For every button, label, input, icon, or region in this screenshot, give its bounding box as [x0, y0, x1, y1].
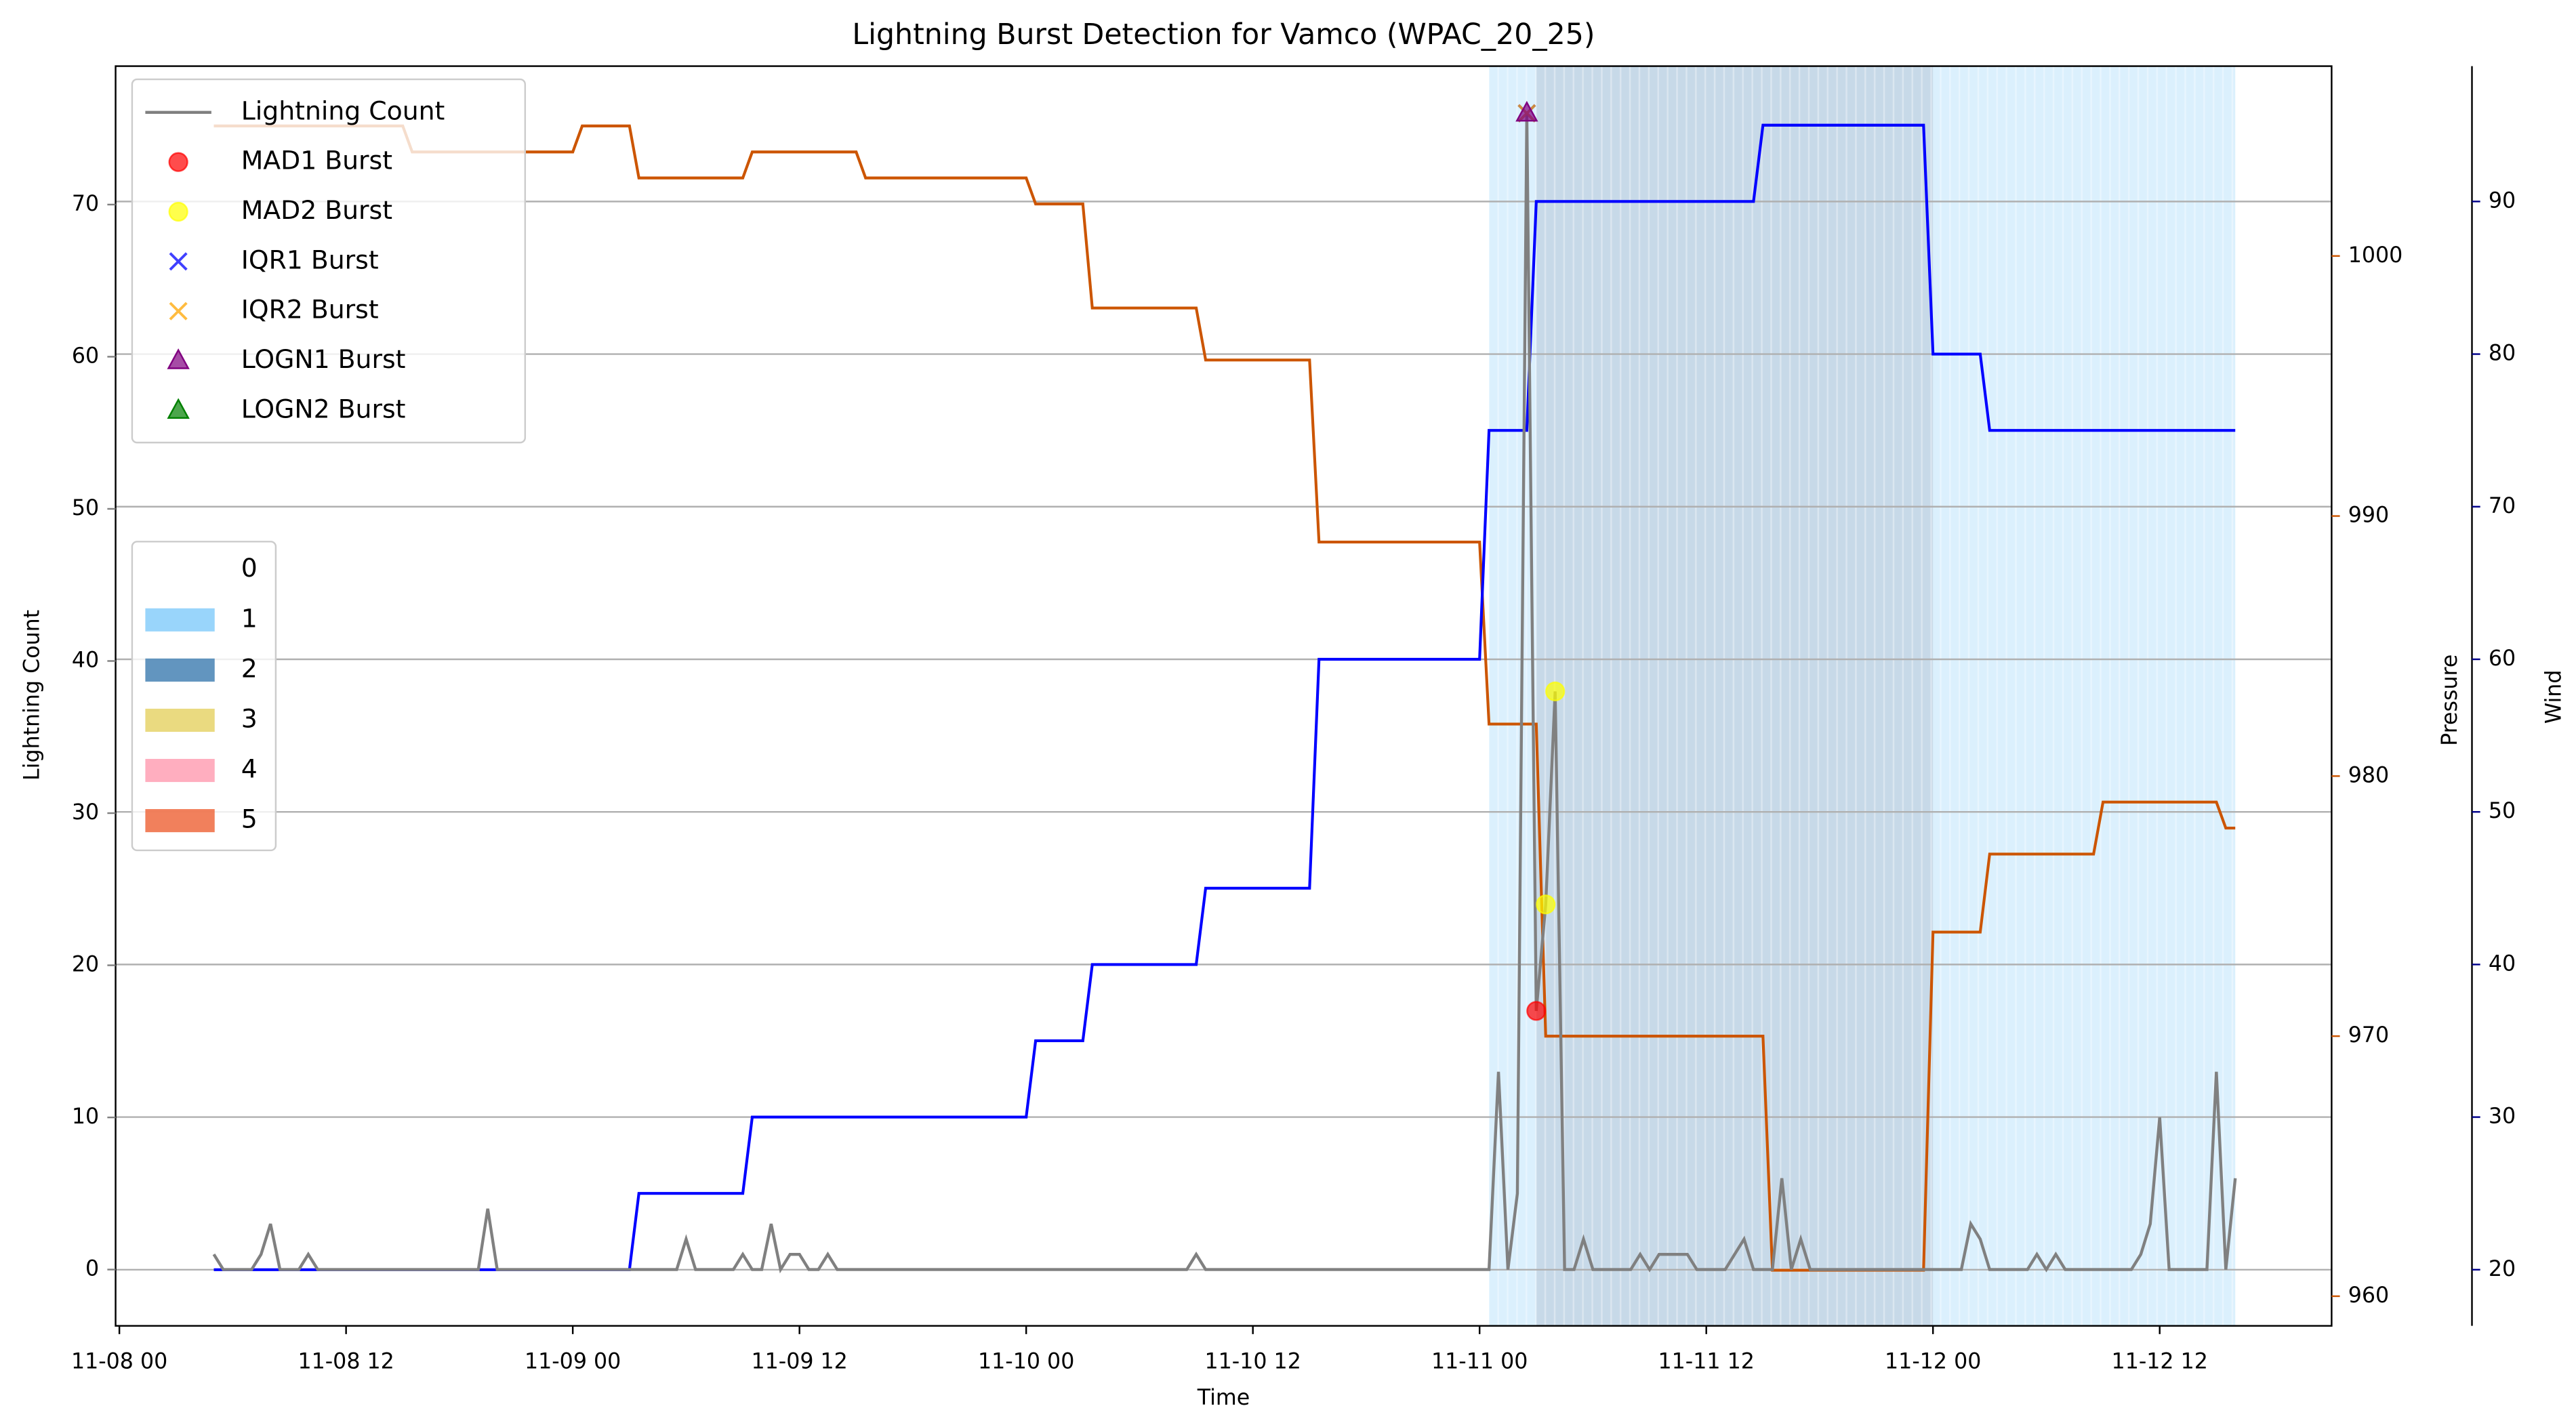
- legend-label: IQR1 Burst: [241, 245, 379, 274]
- y-tick-label: 30: [2489, 1104, 2516, 1129]
- y-tick-label: 30: [72, 800, 99, 825]
- x-tick-label: 11-09 12: [751, 1349, 847, 1374]
- legend-handle: [168, 201, 188, 222]
- y-tick-label: 1000: [2348, 243, 2403, 268]
- legend-handle: [167, 398, 190, 419]
- intensity-legend-patch: [145, 708, 215, 732]
- axes: 11-08 00 11-08 12 11-09 00 11-09 12 11-10 00…: [71, 188, 2516, 1374]
- intensity-legend-label: 0: [241, 553, 258, 583]
- plot: [212, 100, 2237, 1274]
- legend-label: MAD1 Burst: [241, 146, 392, 175]
- x-tick-label: 11-11 00: [1431, 1349, 1528, 1374]
- intensity-legend-label: 3: [241, 703, 258, 733]
- y-tick-label: 90: [2489, 188, 2516, 213]
- x-axis-label: Time: [1197, 1386, 1250, 1410]
- intensity-legend-patch: [145, 608, 215, 632]
- band-stripes: [1536, 66, 1934, 1326]
- y-tick-label: 50: [2489, 799, 2516, 823]
- legend-handle: [169, 302, 188, 321]
- x-tick-label: 11-08 12: [298, 1349, 394, 1374]
- intensity-legend-label: 1: [241, 603, 258, 633]
- bands: [1489, 66, 2236, 1326]
- axes-frame: [115, 65, 2333, 1327]
- y-tick-label: 40: [2489, 951, 2516, 976]
- legend-label: LOGN2 Burst: [241, 394, 406, 424]
- burst-marker: [1545, 681, 1566, 702]
- y-tick-label: 60: [2489, 646, 2516, 671]
- intensity-legend-patch: [145, 758, 215, 783]
- legend-handle: [169, 252, 188, 271]
- y-tick-label: 980: [2348, 763, 2389, 787]
- y-tick-label: 10: [72, 1104, 99, 1129]
- intensity-legend-patch: [145, 658, 215, 682]
- intensity-legend-patch: [145, 558, 215, 581]
- y-tick-label: 0: [85, 1257, 99, 1281]
- y-tick-label: 60: [72, 344, 99, 368]
- y3-axis-label: Wind: [2541, 670, 2566, 724]
- burst-marker: [1515, 100, 1538, 122]
- legend-box: [131, 78, 527, 444]
- x-tick-label: 11-08 00: [71, 1349, 167, 1374]
- legend-label: MAD2 Burst: [241, 195, 392, 225]
- y-tick-label: 990: [2348, 503, 2389, 528]
- x-tick-label: 11-11 12: [1658, 1349, 1755, 1374]
- chart-title: Lightning Burst Detection for Vamco (WPA…: [852, 18, 1595, 51]
- legend-label: LOGN1 Burst: [241, 344, 406, 374]
- burst-marker: [1526, 1001, 1547, 1021]
- x-tick-label: 11-12 00: [1885, 1349, 1981, 1374]
- x-tick-label: 11-10 12: [1205, 1349, 1301, 1374]
- line: [213, 123, 2236, 1271]
- x-tick-label: 11-12 12: [2112, 1349, 2208, 1374]
- y-axis-label: Lightning Count: [20, 610, 45, 781]
- y-tick-label: 20: [2489, 1257, 2516, 1281]
- intensity-legend-label: 5: [241, 804, 258, 834]
- y-tick-label: 70: [2489, 494, 2516, 518]
- band-stripes: [1933, 66, 2236, 1326]
- y-tick-label: 70: [72, 192, 99, 216]
- legend-handle: [168, 152, 188, 172]
- y2-axis-label: Pressure: [2438, 655, 2462, 746]
- x-tick-label: 11-09 00: [525, 1349, 621, 1374]
- y-tick-label: 40: [72, 648, 99, 672]
- y-tick-label: 960: [2348, 1283, 2389, 1308]
- x-tick-label: 11-10 00: [978, 1349, 1074, 1374]
- y-tick-label: 970: [2348, 1023, 2389, 1048]
- burst-marker: [1536, 894, 1556, 915]
- intensity-legend-patch: [145, 809, 215, 833]
- legend-label: Lightning Count: [241, 96, 445, 125]
- y-tick-label: 20: [72, 953, 99, 977]
- intensity-legend-label: 4: [241, 754, 258, 784]
- line: [213, 124, 2236, 1272]
- legend: Lightning Count MAD1 Burst MAD2 Burst IQR1 …: [145, 96, 445, 834]
- y-tick-label: 80: [2489, 342, 2516, 366]
- legend-handle: [167, 348, 190, 369]
- y-tick-label: 50: [72, 496, 99, 520]
- legend-label: IQR2 Burst: [241, 295, 379, 325]
- intensity-legend-label: 2: [241, 653, 258, 683]
